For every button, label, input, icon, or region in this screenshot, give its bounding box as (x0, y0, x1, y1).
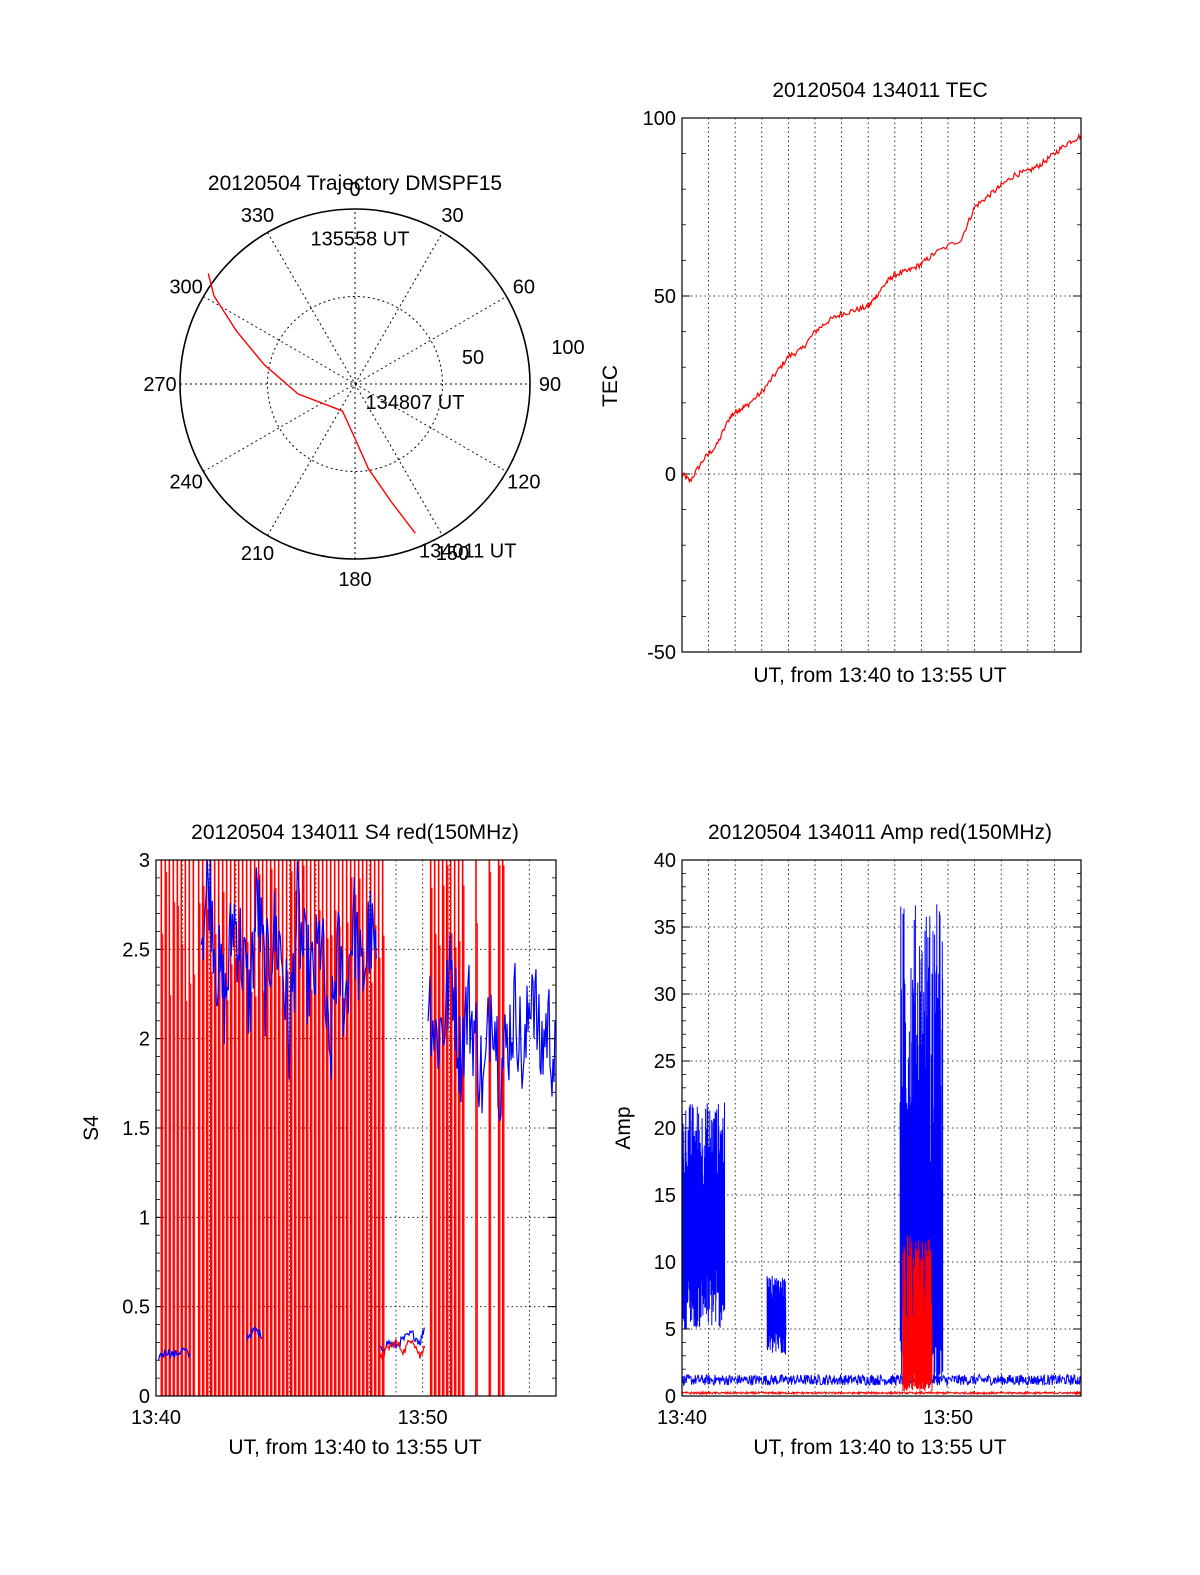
y-tick-label: 40 (654, 850, 676, 872)
polar-azimuth-label: 90 (539, 374, 561, 396)
polar-trajectory-line (207, 273, 416, 534)
tec-xlabel: UT, from 13:40 to 13:55 UT (753, 664, 1006, 687)
polar-radial-label: 50 (462, 347, 484, 369)
y-tick-label: 2 (139, 1029, 150, 1051)
s4-series-line (379, 1337, 426, 1360)
y-tick-label: 1 (139, 1207, 150, 1229)
trajectory-line (207, 273, 416, 534)
amp-xlabel: UT, from 13:40 to 13:55 UT (753, 1436, 1006, 1459)
polar-azimuth-label: 300 (169, 277, 202, 299)
grid (682, 118, 1081, 652)
plot-frame (681, 117, 1082, 653)
polar-inner-circle (267, 296, 443, 472)
s4-panel: 20120504 134011 S4 red(150MHz) 3 2.5 2 1.5 1… (80, 821, 557, 1459)
y-tick-label: 15 (654, 1185, 676, 1207)
polar-azimuth-label: 240 (169, 472, 202, 494)
y-tick-label: 50 (654, 286, 676, 308)
amp-burst (682, 1102, 726, 1329)
grid (682, 860, 1081, 1396)
y-tick-label: 25 (654, 1051, 676, 1073)
polar-spoke (267, 232, 443, 536)
polar-azimuth-label: 270 (143, 374, 176, 396)
polar-azimuth-label: 120 (507, 472, 540, 494)
s4-series-line (158, 1346, 191, 1361)
y-tick-label: 0 (139, 1386, 150, 1408)
x-tick-label: 13:50 (923, 1407, 973, 1429)
polar-azimuth-label: 210 (241, 543, 274, 565)
polar-title: 20120504 Trajectory DMSPF15 (208, 172, 502, 195)
y-tick-label: -50 (647, 642, 676, 664)
y-tick-label: 20 (654, 1118, 676, 1140)
x-tick-label: 13:50 (398, 1407, 448, 1429)
amp-burst (902, 1235, 933, 1392)
trajectory-time-label: 135558 UT (310, 228, 409, 250)
s4-ylabel: S4 (80, 1115, 103, 1141)
tec-ylabel: TEC (599, 365, 622, 407)
amp-ylabel: Amp (612, 1106, 635, 1149)
y-tick-label: 5 (665, 1319, 676, 1341)
tec-title: 20120504 134011 TEC (772, 79, 987, 102)
plot-frame (155, 859, 557, 1397)
plot-area (158, 860, 556, 1396)
y-tick-label: 0 (665, 464, 676, 486)
amp-panel: 20120504 134011 Amp red(150MHz) 40 35 30 25… (612, 821, 1082, 1459)
trajectory-time-label: 134011 UT (419, 541, 516, 563)
tec-series-line (682, 132, 1081, 484)
x-tick-label: 13:40 (657, 1407, 707, 1429)
amp-title: 20120504 134011 Amp red(150MHz) (708, 821, 1052, 844)
plot-area (682, 132, 1081, 484)
s4-series-line (427, 933, 556, 1122)
s4-series-line (246, 1325, 263, 1341)
polar-azimuth-label: 60 (513, 277, 535, 299)
y-tick-label: 3 (139, 850, 150, 872)
amp-baseline-line (682, 1373, 1081, 1387)
polar-grid (179, 208, 531, 560)
plot-frame (681, 859, 1082, 1397)
polar-annotations: 135558 UT 134807 UT 134011 UT (310, 228, 516, 562)
trajectory-time-label: 134807 UT (366, 392, 465, 414)
polar-azimuth-label: 150 (436, 543, 469, 565)
x-tick-label: 13:40 (131, 1407, 181, 1429)
s4-xlabel: UT, from 13:40 to 13:55 UT (228, 1436, 481, 1459)
polar-azimuth-label: 330 (241, 205, 274, 227)
polar-trajectory-panel: 20120504 Trajectory DMSPF15 0 30 60 90 120 15… (143, 172, 584, 591)
y-tick-label: 1.5 (122, 1118, 150, 1140)
polar-azimuth-label: 180 (338, 569, 371, 591)
y-tick-label: 0.5 (122, 1297, 150, 1319)
y-tick-label: 100 (643, 108, 676, 130)
y-tick-label: 0 (665, 1386, 676, 1408)
tec-panel: 20120504 134011 TEC 100 50 0 -50 UT, from 1… (599, 79, 1082, 687)
amp-baseline-line (682, 1390, 1081, 1396)
plot-area (682, 904, 1081, 1396)
y-tick-label: 35 (654, 917, 676, 939)
polar-radial-label: 100 (551, 337, 584, 359)
s4-title: 20120504 134011 S4 red(150MHz) (191, 821, 519, 844)
polar-azimuth-labels: 0 30 60 90 120 150 180 210 240 270 300 330 50 100 (143, 179, 584, 591)
s4-series-line (379, 1327, 426, 1352)
s4-series-line (200, 860, 377, 1080)
polar-azimuth-label: 30 (441, 205, 463, 227)
polar-azimuth-label: 0 (349, 179, 360, 201)
y-tick-label: 10 (654, 1252, 676, 1274)
y-tick-label: 2.5 (122, 939, 150, 961)
amp-burst (766, 1275, 787, 1355)
y-tick-label: 30 (654, 984, 676, 1006)
